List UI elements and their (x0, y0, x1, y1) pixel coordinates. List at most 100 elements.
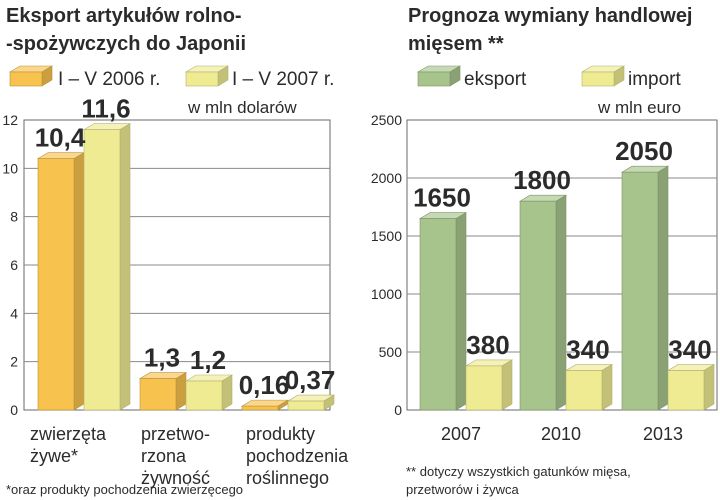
y-tick-label: 1500 (371, 228, 402, 244)
bar-front (565, 370, 603, 411)
right-footnote-line2: przetworów i żywca (406, 482, 519, 497)
bar (82, 123, 132, 411)
bar-front (185, 380, 223, 411)
left-unit-label: w mln dolarów (187, 98, 297, 117)
legend-label-2007: I – V 2007 r. (232, 69, 334, 90)
bar-side (73, 152, 85, 411)
bar (138, 372, 188, 411)
value-label: 340 (668, 335, 711, 365)
right-footnote-line1: ** dotyczy wszystkich gatunków mięsa, (406, 464, 631, 479)
right-chart-title-line2: mięsem ** (408, 33, 504, 55)
bar-front (419, 218, 457, 411)
value-label: 1,2 (190, 345, 226, 375)
legend-swatch-2006-box (8, 65, 54, 87)
category-label: przetwo- (141, 424, 210, 444)
right-chart: Prognoza wymiany handlowej mięsem ** eks… (371, 5, 718, 497)
legend-swatch-2007 (184, 65, 230, 87)
category-label: roślinnego (246, 468, 329, 488)
legend-swatch-eksport-box (416, 65, 462, 87)
legend-swatch-2006-box-front (9, 71, 43, 87)
y-tick-label: 10 (2, 160, 18, 176)
value-label: 0,37 (285, 365, 336, 395)
legend-swatch-eksport (416, 65, 462, 87)
category-label: 2010 (541, 424, 581, 444)
legend-swatch-import (580, 65, 626, 87)
left-chart-title-line1: Eksport artykułów rolno- (6, 5, 242, 27)
y-tick-label: 2 (10, 354, 18, 370)
value-label: 380 (466, 330, 509, 360)
legend-label-2006: I – V 2006 r. (58, 69, 160, 90)
y-tick-label: 0 (10, 402, 18, 418)
legend-label-import: import (628, 69, 682, 90)
bar-side (601, 364, 613, 411)
y-tick-label: 500 (379, 344, 403, 360)
bar-side (221, 374, 233, 411)
bar (464, 359, 514, 411)
right-y-ticks: 0 500 1000 1500 2000 2500 (371, 112, 402, 418)
y-tick-label: 2000 (371, 170, 402, 186)
y-tick-label: 6 (10, 257, 18, 273)
value-label: 11,6 (81, 94, 130, 124)
bar (286, 394, 336, 411)
bar (36, 152, 86, 411)
right-legend: eksport import (416, 65, 682, 90)
bar-front (241, 405, 279, 411)
left-legend: I – V 2006 r. I – V 2007 r. (8, 65, 334, 90)
bar (184, 374, 234, 411)
bar-front (83, 129, 121, 411)
category-label: żywność (141, 468, 210, 488)
category-label: rzona (141, 446, 187, 466)
bar-side (175, 372, 187, 411)
bar (418, 212, 468, 411)
y-tick-label: 12 (2, 112, 18, 128)
left-bars (36, 123, 336, 411)
bar (564, 364, 614, 411)
bar-side (555, 194, 567, 411)
right-chart-title-line1: Prognoza wymiany handlowej (408, 5, 693, 27)
left-value-labels: 10,411,6 1,3 1,2 0,160,37 (35, 94, 336, 400)
category-label: żywe* (30, 446, 78, 466)
left-y-ticks: 0 2 4 6 8 10 12 (2, 112, 18, 418)
category-label: zwierzęta (30, 424, 107, 444)
bar-side (703, 364, 715, 411)
left-footnote: *oraz produkty pochodzenia zwierzęcego (6, 482, 243, 497)
bar-front (519, 200, 557, 411)
right-unit-label: w mln euro (597, 98, 681, 117)
y-tick-label: 0 (394, 402, 402, 418)
value-label: 340 (566, 335, 609, 365)
legend-swatch-import-box-front (581, 71, 615, 87)
bar-side (501, 359, 513, 411)
legend-swatch-2006 (8, 65, 54, 87)
bar-front (37, 158, 75, 411)
value-label: 1,3 (144, 343, 180, 373)
y-tick-label: 4 (10, 305, 18, 321)
value-label: 10,4 (35, 123, 86, 153)
bar-front (667, 370, 705, 411)
value-label: 2050 (615, 136, 673, 166)
bar (666, 364, 716, 411)
legend-swatch-import-box (580, 65, 626, 87)
category-label: produkty (246, 424, 315, 444)
bar-front (465, 365, 503, 411)
legend-swatch-2007-box-front (185, 71, 219, 87)
left-chart-title-line2: -spożywczych do Japonii (6, 33, 246, 55)
y-tick-label: 1000 (371, 286, 402, 302)
bar (240, 399, 290, 411)
right-bars (418, 165, 716, 411)
legend-swatch-eksport-box-front (417, 71, 451, 87)
bar-front (287, 400, 325, 411)
bar (620, 165, 670, 411)
y-tick-label: 8 (10, 209, 18, 225)
category-label: 2007 (441, 424, 481, 444)
category-label: 2013 (643, 424, 683, 444)
bar-side (657, 165, 669, 411)
bar-front (621, 171, 659, 411)
value-label: 1650 (413, 183, 471, 213)
category-label: pochodzenia (246, 446, 349, 466)
bar-front (139, 378, 177, 411)
bar (518, 194, 568, 411)
value-label: 1800 (513, 165, 571, 195)
y-tick-label: 2500 (371, 112, 402, 128)
